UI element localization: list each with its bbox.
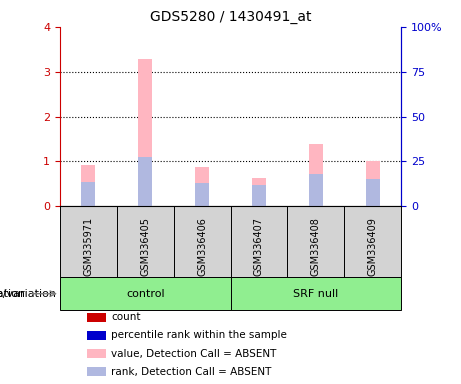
Text: percentile rank within the sample: percentile rank within the sample: [111, 330, 287, 340]
Bar: [252, 185, 266, 206]
Bar: [309, 144, 323, 206]
Text: count: count: [111, 312, 141, 322]
Bar: [287, 206, 344, 277]
Title: GDS5280 / 1430491_at: GDS5280 / 1430491_at: [150, 10, 311, 25]
Bar: [117, 206, 174, 277]
Text: GSM335971: GSM335971: [83, 217, 94, 276]
Bar: [252, 178, 266, 206]
Bar: [87, 313, 106, 322]
Bar: [87, 349, 106, 358]
Bar: [60, 277, 230, 310]
Bar: [344, 206, 401, 277]
Text: GSM336406: GSM336406: [197, 217, 207, 276]
Text: GSM336409: GSM336409: [367, 217, 378, 276]
Bar: [366, 179, 380, 206]
Bar: [60, 206, 117, 277]
Bar: [195, 183, 209, 206]
Text: rank, Detection Call = ABSENT: rank, Detection Call = ABSENT: [111, 367, 272, 377]
Bar: [309, 174, 323, 206]
Text: genotype/variation: genotype/variation: [0, 289, 26, 299]
Bar: [138, 157, 152, 206]
Text: GSM336405: GSM336405: [140, 217, 150, 276]
Bar: [138, 59, 152, 206]
Text: SRF null: SRF null: [293, 289, 338, 299]
Text: control: control: [126, 289, 165, 299]
Text: genotype/variation: genotype/variation: [0, 289, 57, 299]
Bar: [230, 206, 287, 277]
Text: GSM336408: GSM336408: [311, 217, 321, 276]
Bar: [81, 182, 95, 206]
Bar: [195, 167, 209, 206]
Bar: [81, 165, 95, 206]
Text: value, Detection Call = ABSENT: value, Detection Call = ABSENT: [111, 349, 277, 359]
Bar: [230, 277, 401, 310]
Bar: [87, 331, 106, 340]
Bar: [87, 367, 106, 376]
Text: GSM336407: GSM336407: [254, 217, 264, 276]
Bar: [366, 161, 380, 206]
Bar: [174, 206, 230, 277]
